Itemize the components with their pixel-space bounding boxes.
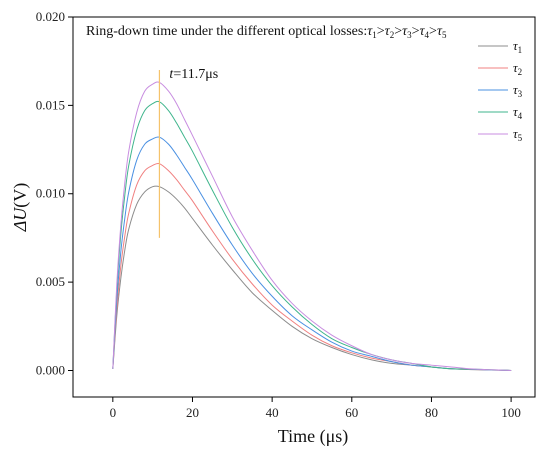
axes: 0 20 40 60 80 100 0.000 0.005 0.010 0.015 0.020 xyxy=(36,9,521,420)
x-tick-label: 0 xyxy=(110,405,117,420)
legend-label-tau5: τ5 xyxy=(513,126,523,143)
chart-title: Ring-down time under the different optic… xyxy=(86,24,447,40)
x-tick-label: 20 xyxy=(186,405,199,420)
y-tick-label: 0.015 xyxy=(36,97,65,112)
y-tick-label: 0.005 xyxy=(36,274,65,289)
peak-time-label: t=11.7μs xyxy=(169,67,218,82)
legend-label-tau2: τ2 xyxy=(513,60,522,77)
x-tick-label: 60 xyxy=(345,405,358,420)
legend-label-tau1: τ1 xyxy=(513,38,522,55)
series-line-tau1 xyxy=(112,185,512,371)
series-layer xyxy=(112,81,512,371)
y-axis-title: ΔU(V) xyxy=(10,183,31,233)
series-line-tau5 xyxy=(112,81,512,371)
series-line-tau3 xyxy=(112,136,512,371)
x-axis-title: Time (μs) xyxy=(278,426,349,447)
annotation-layer: t=11.7μs xyxy=(158,67,218,238)
x-tick-label: 100 xyxy=(501,405,521,420)
plot-frame xyxy=(72,16,536,398)
series-line-tau2 xyxy=(112,162,512,371)
legend-label-tau4: τ4 xyxy=(513,104,523,121)
legend-label-tau3: τ3 xyxy=(513,82,523,99)
y-tick-label: 0.000 xyxy=(36,362,65,377)
y-tick-label: 0.020 xyxy=(36,9,65,24)
x-tick-label: 40 xyxy=(266,405,279,420)
legend: τ1 τ2 τ3 τ4 τ5 xyxy=(478,38,523,143)
y-tick-label: 0.010 xyxy=(36,186,65,201)
x-tick-label: 80 xyxy=(425,405,438,420)
